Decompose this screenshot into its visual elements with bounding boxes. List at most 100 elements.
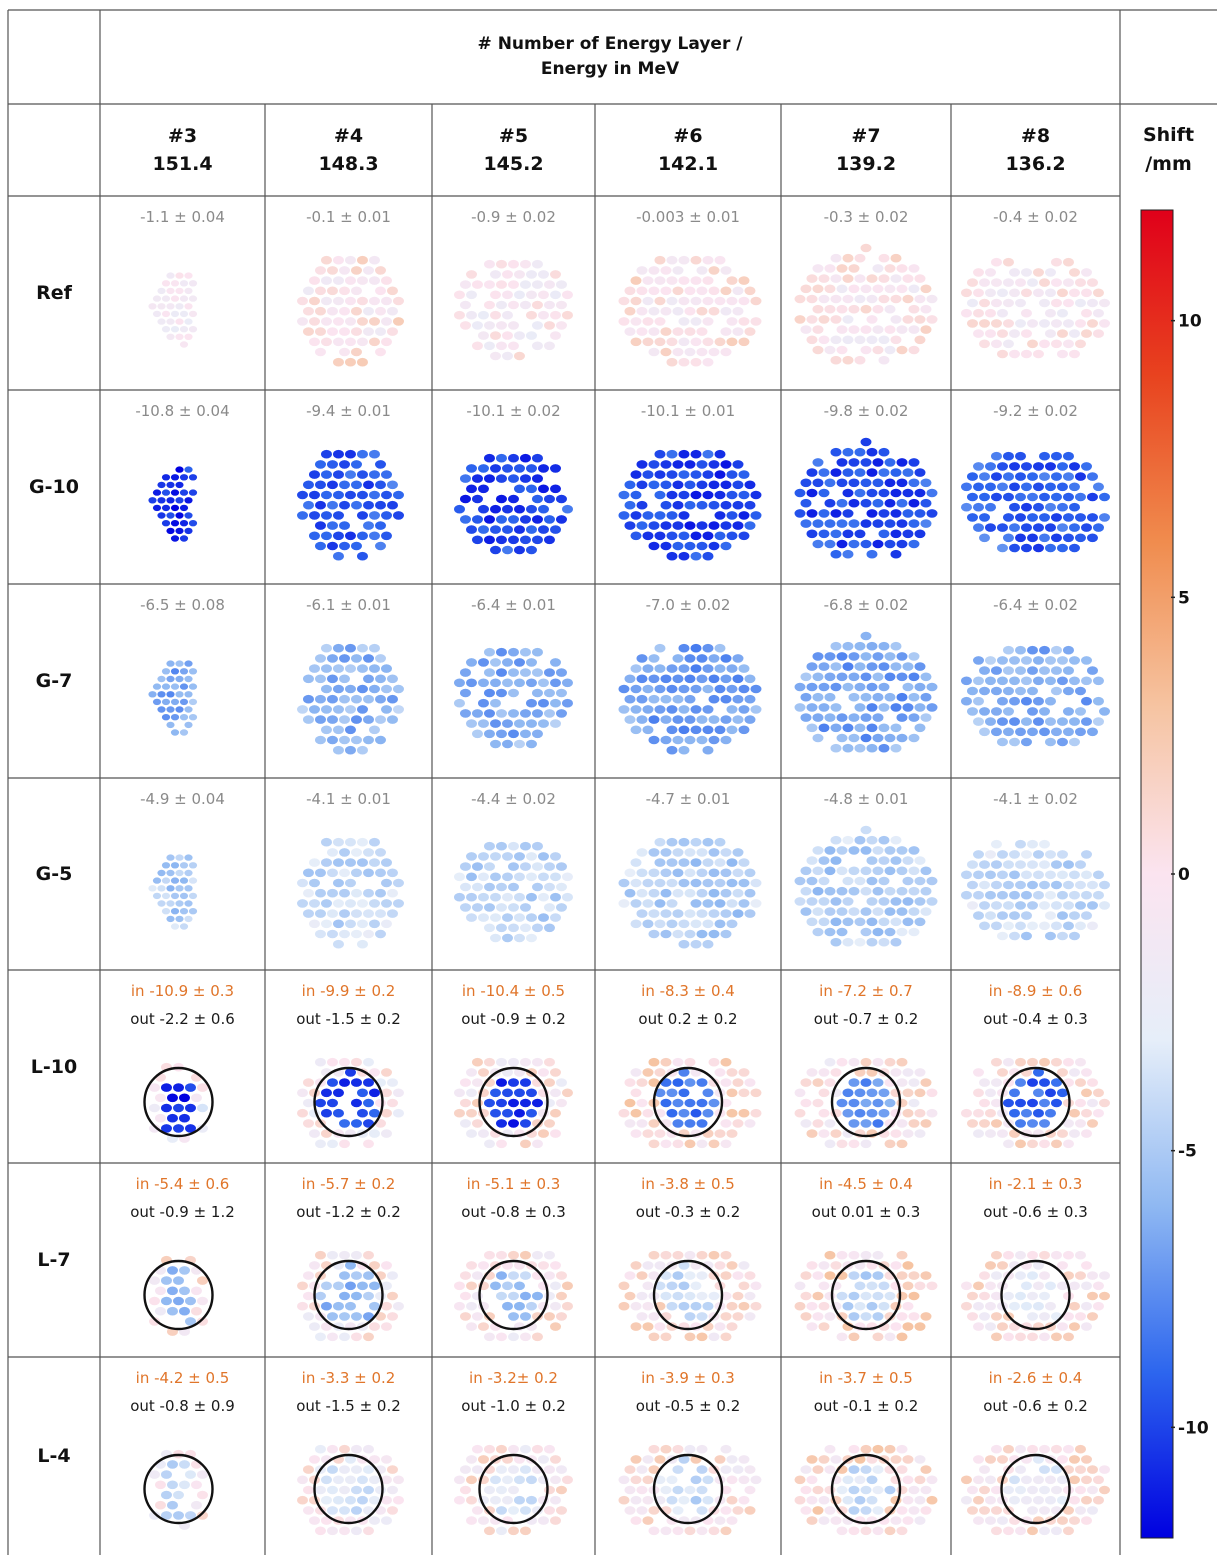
spot-marker — [720, 1291, 732, 1301]
spot-marker — [1015, 1291, 1026, 1301]
spot-marker — [454, 310, 465, 320]
result-cell: -1.1 ± 0.04 — [100, 196, 265, 390]
spot-marker — [1063, 1526, 1074, 1536]
spot-marker — [1057, 502, 1068, 512]
spot-marker — [1003, 472, 1014, 481]
spot-marker — [490, 719, 501, 728]
spot-marker — [1021, 349, 1032, 359]
spot-marker — [896, 1057, 908, 1067]
spot-marker — [806, 1129, 818, 1138]
spot-marker — [890, 723, 902, 733]
spot-marker — [824, 866, 836, 876]
spot-marker — [696, 480, 708, 490]
spot-marker — [830, 253, 842, 263]
spot-marker — [1093, 1281, 1104, 1291]
spot-marker — [812, 478, 824, 488]
spot-marker — [1021, 523, 1032, 532]
spot-marker — [1021, 656, 1032, 665]
spot-marker — [696, 500, 708, 510]
spot-marker — [321, 255, 332, 265]
spot-marker — [161, 698, 171, 706]
spot-marker — [454, 892, 465, 902]
spot-marker — [630, 664, 642, 673]
spot-marker — [1039, 533, 1050, 543]
spot-marker — [848, 1119, 860, 1128]
spot-marker — [914, 1455, 926, 1464]
spot-marker — [175, 333, 184, 340]
spot-marker — [812, 652, 824, 661]
spot-marker — [624, 1291, 636, 1301]
spot-marker — [908, 304, 920, 314]
spot-marker — [1051, 278, 1062, 287]
spot-marker — [848, 1139, 860, 1149]
spot-marker — [496, 1078, 507, 1087]
spot-marker — [630, 1261, 642, 1270]
spot-marker — [185, 1317, 196, 1326]
spot-marker — [179, 729, 189, 736]
spot-marker — [357, 919, 368, 929]
spot-marker — [1075, 1057, 1086, 1067]
column-header: #5 145.2 — [432, 104, 595, 196]
spot-marker — [1039, 1291, 1050, 1301]
spot-marker — [466, 1261, 477, 1270]
spot-marker — [1069, 1129, 1080, 1138]
spot-marker — [854, 743, 866, 753]
spot-marker — [357, 837, 368, 847]
spot-marker — [714, 858, 726, 867]
spot-marker — [702, 837, 714, 847]
spot-marker — [345, 684, 356, 694]
spot-marker — [556, 688, 567, 698]
spot-marker — [1081, 1129, 1092, 1138]
spot-marker — [327, 694, 338, 704]
spot-marker — [526, 484, 537, 494]
spot-marker — [532, 259, 543, 269]
spot-marker — [714, 1129, 726, 1138]
spot-marker — [1015, 451, 1026, 461]
spot-marker — [648, 1250, 660, 1260]
spot-marker — [484, 688, 495, 698]
spot-map — [297, 255, 404, 367]
spot-marker — [1057, 717, 1068, 726]
spot-marker — [508, 474, 519, 483]
spot-marker — [1099, 901, 1110, 910]
spot-marker — [152, 489, 162, 496]
spot-marker — [472, 882, 483, 892]
spot-marker — [1075, 319, 1086, 328]
spot-marker — [544, 923, 555, 933]
spot-marker — [157, 675, 166, 683]
spot-marker — [726, 470, 738, 479]
spot-marker — [690, 490, 702, 500]
spot-marker — [508, 341, 519, 351]
spot-marker — [327, 1526, 338, 1536]
spot-marker — [197, 1103, 208, 1113]
spot-marker — [973, 676, 984, 686]
spot-marker — [890, 488, 902, 498]
spot-marker — [508, 1119, 519, 1128]
spot-marker — [351, 306, 362, 316]
spot-marker — [708, 306, 720, 316]
spot-marker — [175, 915, 184, 923]
spot-marker — [836, 652, 848, 661]
spot-marker — [702, 643, 714, 653]
spot-marker — [890, 641, 902, 651]
spot-marker — [860, 1271, 872, 1280]
spot-marker — [678, 337, 690, 347]
spot-marker — [375, 694, 386, 704]
spot-marker — [496, 709, 507, 718]
spot-marker — [660, 848, 672, 857]
spot-marker — [818, 723, 830, 733]
spot-marker — [166, 885, 175, 892]
spot-marker — [991, 839, 1002, 849]
spot-marker — [654, 1068, 666, 1077]
spot-marker — [514, 678, 525, 688]
spot-marker — [726, 1495, 738, 1505]
spot-marker — [979, 727, 990, 737]
spot-marker — [550, 1261, 561, 1270]
spot-marker — [854, 682, 866, 692]
result-cell: -7.0 ± 0.02 — [595, 584, 781, 778]
spot-marker — [170, 668, 180, 675]
spot-marker — [708, 715, 720, 724]
spot-marker — [630, 705, 642, 714]
region-outline — [1000, 1453, 1071, 1525]
spot-marker — [508, 729, 519, 739]
